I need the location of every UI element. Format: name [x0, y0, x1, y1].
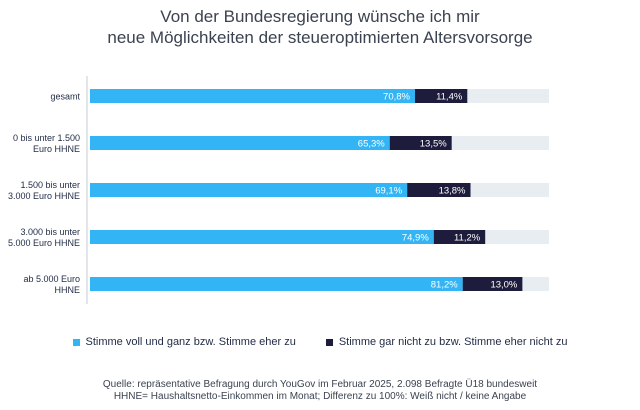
category-label: 0 bis unter 1.500 Euro HHNE	[13, 133, 80, 154]
legend-swatch-agree	[72, 338, 80, 346]
legend-item-disagree: Stimme gar nicht zu bzw. Stimme eher nic…	[325, 336, 568, 348]
data-label-disagree: 13,8%	[439, 186, 466, 197]
chart-title: Von der Bundesregierung wünsche ich mir …	[0, 6, 640, 48]
category-label-line: 0 bis unter 1.500	[13, 133, 80, 143]
category-label: 3.000 bis unter 5.000 Euro HHNE	[8, 227, 80, 248]
bar-segment-agree	[90, 183, 408, 197]
bar-segment-disagree	[407, 183, 471, 197]
data-label-agree: 74,9%	[402, 233, 429, 244]
category-label-line: 3.000 Euro HHNE	[8, 191, 80, 201]
legend-label-disagree: Stimme gar nicht zu bzw. Stimme eher nic…	[338, 336, 568, 348]
data-label-agree: 65,3%	[358, 139, 385, 150]
bar-segment-agree	[90, 277, 463, 291]
category-label-line: gesamt	[50, 92, 80, 102]
category-label-line: ab 5.000 Euro	[23, 274, 80, 284]
data-label-agree: 69,1%	[375, 186, 402, 197]
data-label-agree: 70,8%	[383, 92, 410, 103]
bar-segment-disagree	[389, 136, 452, 150]
category-label-line: 5.000 Euro HHNE	[8, 238, 80, 248]
bar-segment-disagree	[462, 277, 523, 291]
bar-segment-disagree	[433, 230, 486, 244]
stacked-bar-chart: gesamt 70,8% 11,4% 0 bis unter 1.500 Euro HH…	[8, 76, 549, 304]
data-label-disagree: 13,0%	[490, 280, 517, 291]
bar-segment-agree	[90, 230, 434, 244]
data-label-agree: 81,2%	[431, 280, 458, 291]
data-label-disagree: 13,5%	[420, 139, 447, 150]
category-label-line: HHNE	[54, 285, 80, 295]
source-line-2: HHNE= Haushaltsnetto-Einkommen im Monat;…	[113, 391, 527, 402]
bar-segment-disagree	[414, 89, 468, 103]
category-label-line: 1.500 bis unter	[20, 180, 80, 190]
chart-legend: Stimme voll und ganz bzw. Stimme eher zu…	[0, 336, 640, 348]
category-label-line: Euro HHNE	[33, 144, 80, 154]
legend-item-agree: Stimme voll und ganz bzw. Stimme eher zu	[72, 336, 296, 348]
category-label: 1.500 bis unter 3.000 Euro HHNE	[8, 180, 80, 201]
source-note: Quelle: repräsentative Befragung durch Y…	[0, 379, 640, 403]
bar-segment-agree	[90, 136, 390, 150]
data-label-disagree: 11,2%	[454, 233, 481, 244]
legend-label-agree: Stimme voll und ganz bzw. Stimme eher zu	[85, 336, 296, 348]
legend-swatch-disagree	[325, 338, 333, 346]
chart-title-line-1: Von der Bundesregierung wünsche ich mir	[160, 7, 480, 26]
category-label-line: 3.000 bis unter	[20, 227, 80, 237]
source-line-1: Quelle: repräsentative Befragung durch Y…	[102, 379, 538, 390]
category-label: gesamt	[50, 92, 80, 102]
chart-title-line-2: neue Möglichkeiten der steueroptimierten…	[107, 28, 533, 47]
bar-segment-agree	[90, 89, 415, 103]
category-label: ab 5.000 Euro HHNE	[23, 274, 80, 295]
data-label-disagree: 11,4%	[436, 92, 463, 103]
